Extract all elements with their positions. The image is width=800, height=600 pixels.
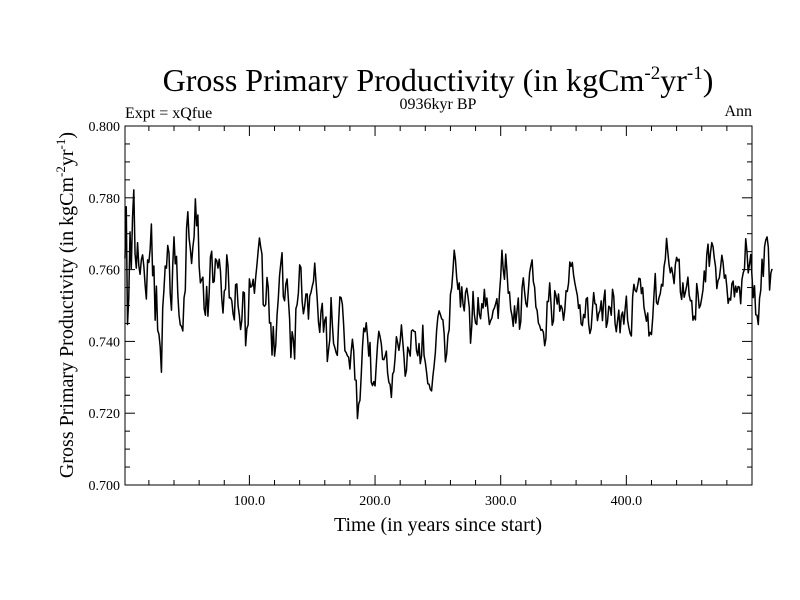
title-sup-1: -2 xyxy=(644,63,660,84)
x-tick-label: 300.0 xyxy=(485,494,517,509)
x-tick-labels: 100.0 200.0 300.0 400.0 xyxy=(234,494,642,509)
x-axis-label: Time (in years since start) xyxy=(334,514,542,536)
chart-title: Gross Primary Productivity (in kgCm-2yr-… xyxy=(163,62,714,98)
title-sup-2: -1 xyxy=(687,63,703,84)
y-tick-label: 0.800 xyxy=(89,120,121,135)
ylabel-sup-1: -2 xyxy=(53,166,68,177)
experiment-label: Expt = xQfue xyxy=(125,105,212,122)
y-axis-label: Gross Primary Productivity (in kgCm-2yr-… xyxy=(53,132,78,478)
period-label: 0936kyr BP xyxy=(400,96,477,113)
plot-frame xyxy=(124,125,753,486)
season-label: Ann xyxy=(724,103,752,120)
y-tick-labels: 0.700 0.720 0.740 0.760 0.780 0.800 xyxy=(89,120,121,494)
y-tick-label: 0.700 xyxy=(89,479,121,494)
x-tick-label: 400.0 xyxy=(611,494,643,509)
y-tick-label: 0.780 xyxy=(89,192,121,207)
title-main: Gross Primary Productivity (in kgCm xyxy=(163,62,645,98)
x-tick-label: 100.0 xyxy=(234,494,266,509)
title-end: ) xyxy=(703,62,714,98)
ylabel-end: ) xyxy=(56,132,78,139)
series-line xyxy=(124,189,773,420)
ylabel-mid: yr xyxy=(56,149,78,166)
axis-ticks xyxy=(125,125,752,486)
ylabel-sup-2: -1 xyxy=(53,139,68,150)
x-tick-label: 200.0 xyxy=(359,494,391,509)
y-tick-label: 0.760 xyxy=(89,264,121,279)
y-tick-label: 0.720 xyxy=(89,407,121,422)
title-mid: yr xyxy=(660,62,687,98)
y-tick-label: 0.740 xyxy=(89,335,121,350)
ylabel-main: Gross Primary Productivity (in kgCm xyxy=(56,177,78,479)
